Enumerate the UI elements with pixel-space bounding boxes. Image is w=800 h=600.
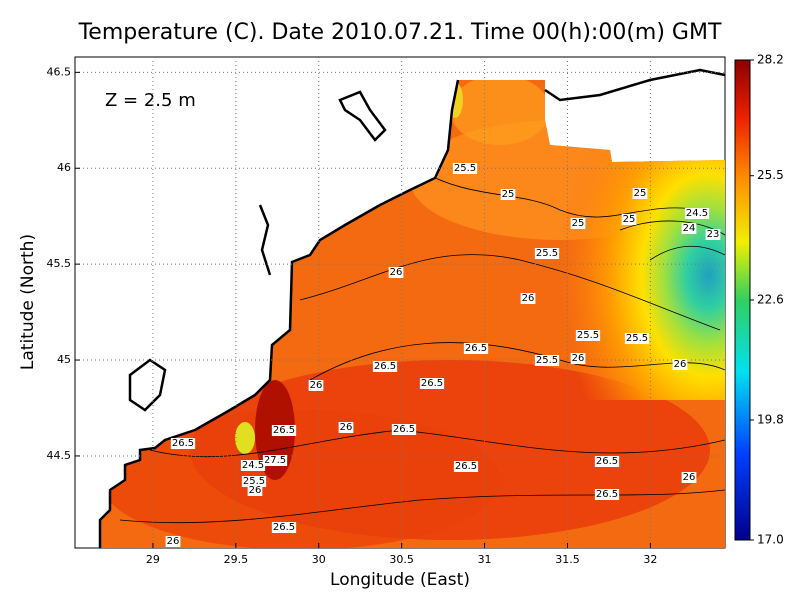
contour-label-bg (165, 536, 181, 547)
contour-label: 26.5 (421, 378, 443, 389)
contour-label-bg (681, 472, 697, 483)
x-tick-label: 30 (312, 553, 326, 566)
x-tick-label: 32 (643, 553, 657, 566)
contour-label: 25 (634, 188, 647, 199)
contour-label: 25.5 (626, 333, 648, 344)
contour-label: 26 (674, 359, 687, 370)
contour-label-bg (594, 456, 620, 467)
contour-label: 26 (340, 422, 353, 433)
contour-label-bg (570, 353, 586, 364)
contour-label-bg (391, 424, 417, 435)
contour-label: 25 (502, 189, 515, 200)
contour-label: 23 (707, 229, 720, 240)
contour-label-bg (372, 361, 398, 372)
y-tick-label: 46 (57, 161, 71, 174)
x-tick-label: 29 (146, 553, 160, 566)
colorbar (734, 59, 751, 541)
contour-label: 24.5 (242, 460, 264, 471)
colorbar-tick-label: 22.6 (757, 293, 784, 307)
contour-label: 25.5 (454, 163, 476, 174)
contour-label: 26 (572, 353, 585, 364)
contour-label: 26 (390, 267, 403, 278)
contour-label-bg (308, 380, 324, 391)
contour-label: 25 (623, 214, 636, 225)
depth-label: Z = 2.5 m (105, 90, 196, 111)
contour-label: 24.5 (686, 208, 708, 219)
contour-label-bg (534, 355, 560, 366)
y-tick-label: 44.5 (47, 449, 72, 462)
colorbar-tick-label: 28.2 (757, 53, 784, 67)
contour-label-bg (419, 378, 445, 389)
contour-label-bg (632, 188, 648, 199)
contour-label: 25.5 (577, 330, 599, 341)
contour-label: 25.5 (536, 355, 558, 366)
x-tick-label: 30.5 (389, 553, 414, 566)
contour-label: 26.5 (455, 461, 477, 472)
contour-label-bg (621, 214, 637, 225)
contour-label: 26 (683, 472, 696, 483)
contour-label-bg (500, 189, 516, 200)
contour-label: 25.5 (243, 476, 265, 487)
y-axis-label: Latitude (North) (18, 234, 38, 370)
contour-label: 26.5 (596, 456, 618, 467)
x-axis-label: Longitude (East) (330, 570, 470, 590)
contour-label: 27.5 (264, 455, 286, 466)
contour-label-bg (575, 330, 601, 341)
contour-label: 26.5 (273, 522, 295, 533)
contour-label-bg (681, 223, 697, 234)
contour-label: 26 (249, 485, 262, 496)
contour-label-bg (271, 425, 297, 436)
contour-label-bg (463, 343, 489, 354)
contour-label: 25.5 (536, 248, 558, 259)
contour-label: 26 (310, 380, 323, 391)
y-tick-label: 46.5 (47, 65, 72, 78)
colorbar-tick-label: 19.8 (757, 413, 784, 427)
x-tick-label: 29.5 (224, 553, 249, 566)
contour-label: 26.5 (374, 361, 396, 372)
x-tick-label: 31 (478, 553, 492, 566)
contour-label-bg (453, 461, 479, 472)
coastline (98, 68, 726, 548)
contour-label: 26.5 (393, 424, 415, 435)
contour-label-bg (388, 267, 404, 278)
contour-label: 26.5 (273, 425, 295, 436)
contour-label-bg (534, 248, 560, 259)
contour-label-bg (240, 460, 266, 471)
contour-label-bg (271, 522, 297, 533)
contour-label-bg (570, 218, 586, 229)
y-tick-label: 45.5 (47, 257, 72, 270)
contour-label-bg (338, 422, 354, 433)
contour-label: 26.5 (172, 438, 194, 449)
contour-label-bg (624, 333, 650, 344)
contour-label-bg (672, 359, 688, 370)
contour-label: 26.5 (465, 343, 487, 354)
y-tick-label: 45 (57, 353, 71, 366)
contour-label-bg (262, 455, 288, 466)
contour-label-bg (170, 438, 196, 449)
contour-label: 26 (522, 293, 535, 304)
colorbar-tick-label: 25.5 (757, 168, 784, 182)
contour-label-bg (520, 293, 536, 304)
x-tick-label: 31.5 (555, 553, 580, 566)
contour-label-bg (247, 485, 263, 496)
contour-label-bg (452, 163, 478, 174)
contour-label-bg (241, 476, 267, 487)
contour-label: 26 (167, 536, 180, 547)
contour-label: 25 (572, 218, 585, 229)
contour-label-bg (705, 229, 721, 240)
title: Temperature (C). Date 2010.07.21. Time 0… (78, 20, 722, 45)
contour-label: 24 (683, 223, 696, 234)
colorbar-tick-label: 17.0 (757, 533, 784, 547)
contour-label-bg (684, 208, 710, 219)
contour-label: 26.5 (596, 489, 618, 500)
contour-label-bg (594, 489, 620, 500)
